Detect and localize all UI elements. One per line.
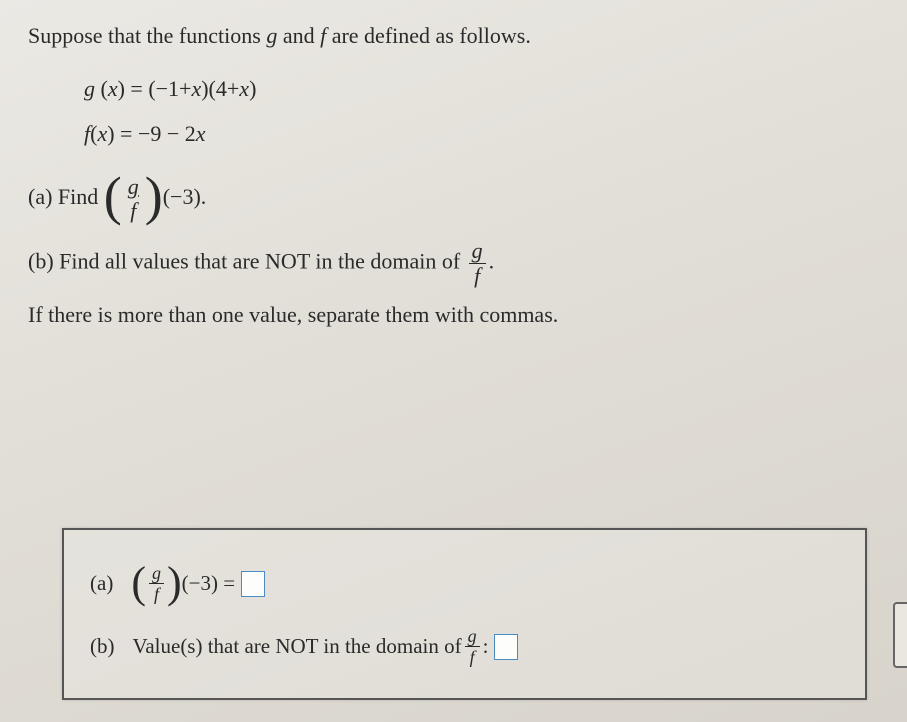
answer-b-label: (b) — [90, 634, 115, 659]
frac-num-g-b: g — [469, 240, 486, 263]
fraction-g-over-f: g f — [122, 176, 145, 222]
answer-b-text: Value(s) that are NOT in the domain of — [133, 634, 462, 659]
intro-g: g — [266, 23, 277, 48]
part-b: (b) Find all values that are NOT in the … — [28, 240, 879, 287]
equation-f: f(x) = −9 − 2x — [28, 116, 879, 151]
part-b-follow: If there is more than one value, separat… — [28, 297, 879, 332]
eq2-x1: x — [97, 121, 107, 146]
part-b-period: . — [489, 248, 495, 273]
eq1-open: ( — [95, 76, 108, 101]
part-a-label: (a) Find — [28, 184, 104, 209]
eq2-mid: ) = −9 − 2 — [107, 121, 196, 146]
frac-num-g: g — [125, 176, 142, 199]
equation-g: g (x) = (−1+x)(4+x) — [28, 71, 879, 106]
answer-b-row: (b) Value(s) that are NOT in the domain … — [90, 627, 839, 666]
ans-lparen-icon: ( — [131, 565, 146, 600]
answer-a-label: (a) — [90, 571, 113, 596]
eq2-x2: x — [196, 121, 206, 146]
gf-expression: ( g f ) — [104, 176, 163, 222]
eq1-x2: x — [191, 76, 201, 101]
eq1-g: g — [84, 76, 95, 101]
intro-text-1: Suppose that the functions — [28, 23, 266, 48]
eq1-x3: x — [239, 76, 249, 101]
frac-den-f-b: f — [471, 264, 483, 287]
side-panel-toggle[interactable] — [893, 602, 907, 668]
intro-text-3: are defined as follows. — [326, 23, 531, 48]
part-b-text: (b) Find all values that are NOT in the … — [28, 248, 466, 273]
answer-a-input[interactable] — [241, 571, 265, 597]
answer-box: (a) ( g f ) (−3) = (b) Value(s) that are… — [62, 528, 867, 700]
eq1-x1: x — [108, 76, 118, 101]
intro-text-2: and — [277, 23, 320, 48]
lparen-icon: ( — [104, 175, 122, 218]
eq1-mid1: ) = (−1+ — [118, 76, 192, 101]
part-a-arg: (−3). — [163, 184, 207, 209]
rparen-icon: ) — [145, 175, 163, 218]
intro-line: Suppose that the functions g and f are d… — [28, 18, 879, 53]
ans-b-frac-num: g — [465, 627, 480, 646]
answer-b-colon: : — [483, 634, 489, 659]
answer-a-row: (a) ( g f ) (−3) = — [90, 564, 839, 603]
frac-den-f: f — [127, 199, 139, 222]
answer-b-input[interactable] — [494, 634, 518, 660]
answer-fraction: g f — [146, 564, 167, 603]
part-a: (a) Find ( g f ) (−3). — [28, 176, 879, 222]
problem-page: Suppose that the functions g and f are d… — [0, 0, 907, 332]
eq1-end: ) — [249, 76, 256, 101]
answer-a-arg: (−3) = — [182, 571, 235, 596]
ans-rparen-icon: ) — [167, 565, 182, 600]
eq1-mid2: )(4+ — [201, 76, 239, 101]
ans-frac-den: f — [151, 584, 162, 603]
answer-a-expression: ( g f ) — [131, 564, 181, 603]
ans-b-frac-den: f — [467, 647, 478, 666]
ans-frac-num: g — [149, 564, 164, 583]
answer-b-fraction: g f — [462, 627, 483, 666]
fraction-g-over-f-b: g f — [466, 240, 489, 287]
